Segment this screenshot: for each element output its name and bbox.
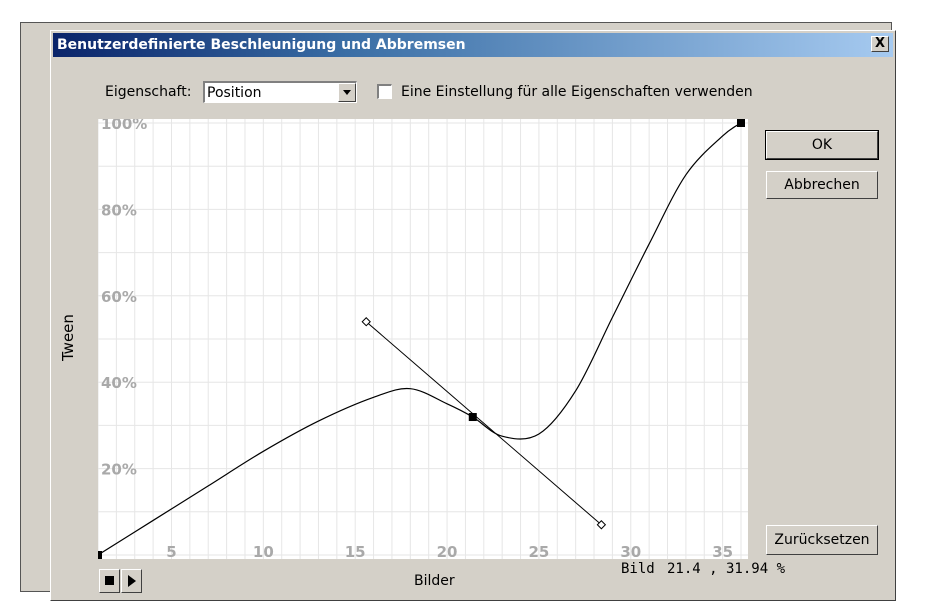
- property-select[interactable]: Position: [203, 81, 357, 103]
- y-tick-label: 80%: [101, 201, 137, 219]
- control-point[interactable]: [468, 413, 477, 422]
- tangent-handle[interactable]: [596, 520, 607, 530]
- control-point[interactable]: [737, 119, 745, 127]
- cancel-button[interactable]: Abbrechen: [766, 171, 878, 199]
- y-tick-label: 20%: [101, 461, 137, 479]
- status-frame-label: Bild: [621, 561, 655, 577]
- same-settings-label[interactable]: Eine Einstellung für alle Eigenschaften …: [401, 84, 753, 100]
- x-tick-label: 5: [166, 543, 176, 559]
- x-tick-label: 30: [620, 543, 641, 559]
- property-select-value: Position: [207, 85, 262, 101]
- x-tick-label: 25: [528, 543, 549, 559]
- property-label: Eigenschaft:: [105, 84, 192, 100]
- x-tick-label: 20: [437, 543, 458, 559]
- play-button[interactable]: [121, 569, 142, 593]
- y-axis-label: Tween: [59, 314, 77, 361]
- ease-graph[interactable]: 20% 40% 60% 80% 100% 5 10 15 20 25 30 35: [94, 115, 748, 561]
- close-button[interactable]: X: [871, 36, 889, 52]
- x-axis-label: Bilder: [414, 573, 455, 589]
- chevron-down-icon[interactable]: [338, 83, 356, 102]
- ease-graph-svg[interactable]: 20% 40% 60% 80% 100% 5 10 15 20 25 30 35: [94, 115, 748, 561]
- x-tick-label: 10: [253, 543, 274, 559]
- x-tick-label: 15: [345, 543, 366, 559]
- y-tick-label: 60%: [101, 288, 137, 306]
- control-point[interactable]: [94, 551, 102, 559]
- same-settings-checkbox[interactable]: [377, 84, 392, 99]
- ok-button[interactable]: OK: [765, 130, 879, 160]
- title-bar: Benutzerdefinierte Beschleunigung und Ab…: [53, 33, 893, 57]
- y-tick-label: 40%: [101, 374, 137, 392]
- tangent-handle[interactable]: [361, 317, 371, 327]
- stop-button[interactable]: [99, 569, 120, 593]
- tangent-line: [365, 321, 602, 526]
- dialog-window: Benutzerdefinierte Beschleunigung und Ab…: [50, 30, 896, 601]
- y-tick-label: 100%: [101, 119, 147, 133]
- reset-button[interactable]: Zurücksetzen: [766, 525, 878, 555]
- dialog-title: Benutzerdefinierte Beschleunigung und Ab…: [57, 37, 466, 53]
- status-frame-value: 21.4 , 31.94 %: [667, 561, 786, 577]
- x-tick-label: 35: [712, 543, 733, 559]
